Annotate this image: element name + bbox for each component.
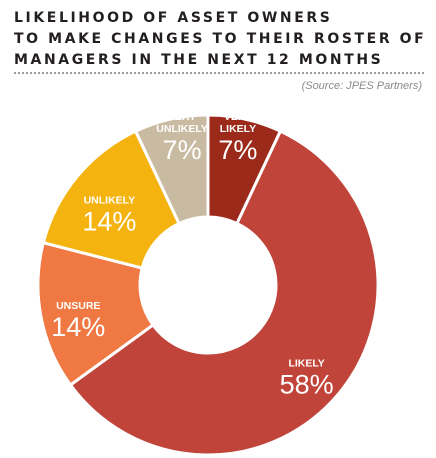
slice-label: VERY xyxy=(224,111,252,123)
slice-value: 14% xyxy=(51,312,105,342)
title-line-3: MANAGERS IN THE NEXT 12 MONTHS xyxy=(14,52,384,68)
slice-label: UNSURE xyxy=(56,300,100,312)
slice-label: LIKELY xyxy=(288,358,324,370)
slice-label: UNLIKELY xyxy=(84,194,136,206)
chart-title: LIKELIHOOD OF ASSET OWNERS TO MAKE CHANG… xyxy=(14,8,426,71)
source-note: (Source: JPES Partners) xyxy=(301,80,422,92)
slice-label: VERY xyxy=(168,111,196,123)
slice-likely xyxy=(68,129,380,457)
slice-value: 58% xyxy=(280,370,334,400)
title-line-1: LIKELIHOOD OF ASSET OWNERS xyxy=(14,10,333,26)
title-line-2: TO MAKE CHANGES TO THEIR ROSTER OF xyxy=(14,31,427,47)
slice-very-unlikely xyxy=(134,113,210,225)
slice-value: 14% xyxy=(82,206,136,236)
dotted-divider xyxy=(14,72,424,74)
slice-value: 7% xyxy=(218,135,257,165)
slice-unsure xyxy=(36,241,155,387)
slice-label: UNLIKELY xyxy=(156,123,208,135)
slice-value: 7% xyxy=(163,135,202,165)
slice-unlikely xyxy=(41,129,181,270)
slice-label: LIKELY xyxy=(220,123,256,135)
